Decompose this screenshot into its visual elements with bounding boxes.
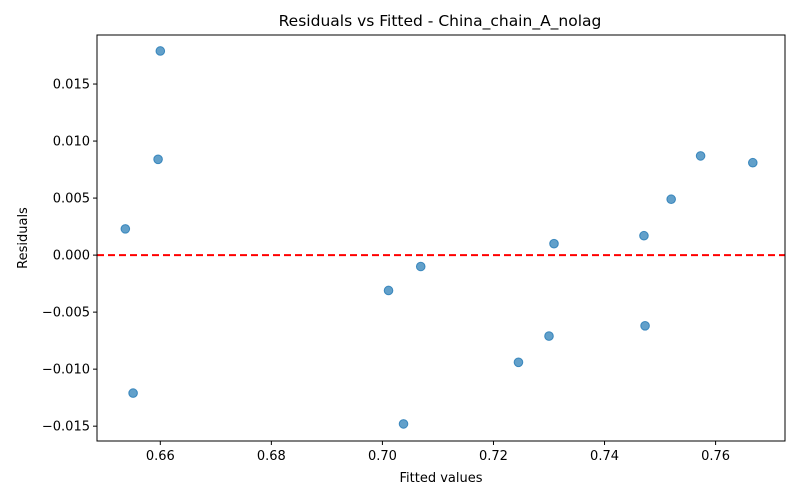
x-tick-label: 0.66 (146, 449, 175, 464)
plot-frame (96, 34, 786, 442)
data-point (639, 230, 649, 241)
data-point (155, 46, 166, 56)
data-point (383, 285, 394, 296)
y-tick-label: 0.010 (53, 135, 90, 150)
data-point (128, 388, 138, 398)
x-tick-label: 0.76 (701, 449, 730, 464)
y-axis-title: Residuals (16, 207, 31, 269)
data-point (544, 331, 554, 341)
data-point (398, 419, 409, 429)
x-tick-label: 0.72 (479, 449, 508, 464)
y-tick-label: −0.015 (42, 420, 90, 435)
data-point (513, 357, 524, 368)
data-point (415, 261, 426, 272)
plot-area (97, 46, 785, 429)
y-axis: −0.015 −0.010 −0.005 0.000 0.005 0.010 0.015 (42, 78, 97, 435)
data-point (153, 154, 163, 165)
y-tick-label: −0.005 (42, 306, 90, 321)
x-axis: 0.66 0.68 0.70 0.72 0.74 0.76 (146, 441, 730, 464)
x-tick-label: 0.74 (590, 449, 619, 464)
y-tick-label: −0.010 (42, 363, 90, 378)
x-axis-title: Fitted values (399, 471, 482, 486)
x-tick-label: 0.68 (257, 449, 286, 464)
x-tick-label: 0.70 (368, 449, 397, 464)
data-point (120, 224, 131, 234)
data-point (640, 321, 650, 331)
data-point (747, 157, 758, 168)
data-point (695, 151, 706, 161)
y-tick-label: 0.000 (53, 249, 90, 264)
chart-title: Residuals vs Fitted - China_chain_A_nola… (279, 12, 602, 31)
data-point (666, 194, 676, 205)
y-tick-label: 0.015 (53, 78, 90, 93)
data-point (549, 238, 559, 249)
y-tick-label: 0.005 (53, 192, 90, 207)
